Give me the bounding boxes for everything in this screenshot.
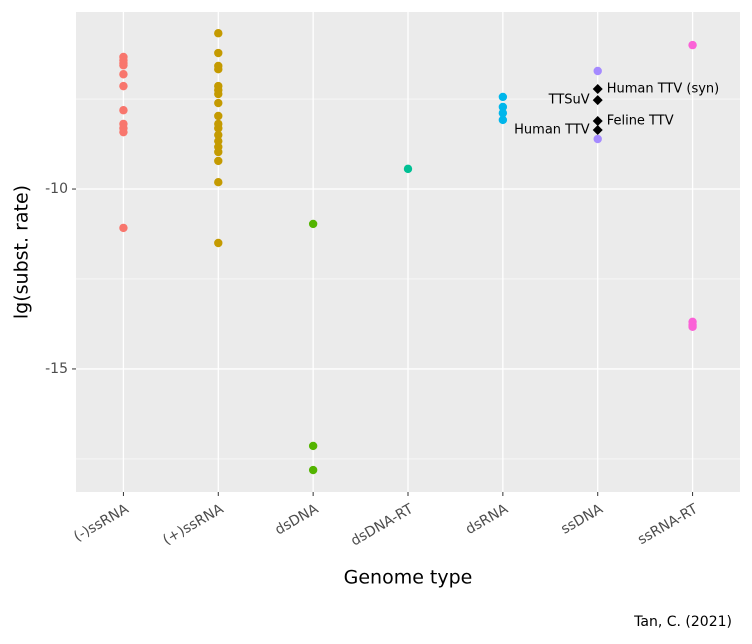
point: [214, 238, 223, 248]
x-axis-title: Genome type: [344, 567, 473, 589]
point: [308, 465, 318, 475]
x-tick-label: dsDNA-RT: [348, 501, 416, 550]
point: [498, 108, 508, 118]
point: [214, 65, 223, 74]
point: [308, 441, 318, 451]
annotated-point: [592, 95, 603, 106]
point: [688, 40, 697, 50]
point: [403, 164, 413, 174]
x-tick-label: dsRNA: [463, 501, 511, 538]
x-tick-label: ssDNA: [558, 501, 606, 538]
y-tick-label: -10: [45, 181, 68, 197]
point: [308, 219, 318, 229]
point: [498, 115, 508, 125]
point: [593, 134, 602, 144]
point: [498, 102, 508, 112]
point: [119, 223, 128, 233]
point: [119, 127, 128, 137]
point: [214, 48, 223, 58]
y-axis-title: lg(subst. rate): [11, 185, 33, 319]
x-tick-label: dsDNA: [272, 501, 321, 539]
annotation-label: Human TTV: [514, 123, 590, 138]
y-tick-label: -15: [45, 361, 68, 377]
point: [214, 147, 223, 157]
point: [214, 177, 223, 187]
point: [119, 70, 128, 79]
point: [214, 29, 223, 38]
caption: Tan, C. (2021): [633, 614, 732, 630]
point: [214, 89, 223, 99]
x-tick-label: (+)ssRNA: [160, 501, 226, 549]
annotation-label: Human TTV (syn): [607, 82, 720, 97]
point: [214, 111, 223, 121]
annotated-point: [592, 116, 603, 127]
point: [688, 322, 697, 332]
point: [119, 61, 128, 70]
point: [214, 156, 223, 166]
annotation-label: Feline TTV: [607, 114, 674, 129]
point: [593, 66, 602, 76]
point: [214, 130, 223, 140]
annotated-point: [592, 84, 603, 95]
x-tick-label: ssRNA-RT: [635, 501, 701, 548]
annotated-point: [592, 125, 603, 136]
x-tick-label: (-)ssRNA: [71, 501, 132, 545]
point: [214, 136, 223, 146]
point: [214, 124, 223, 133]
point: [119, 81, 128, 91]
point: [214, 98, 223, 108]
point: [119, 106, 128, 115]
point: [498, 92, 508, 102]
annotation-label: TTSuV: [548, 93, 590, 108]
